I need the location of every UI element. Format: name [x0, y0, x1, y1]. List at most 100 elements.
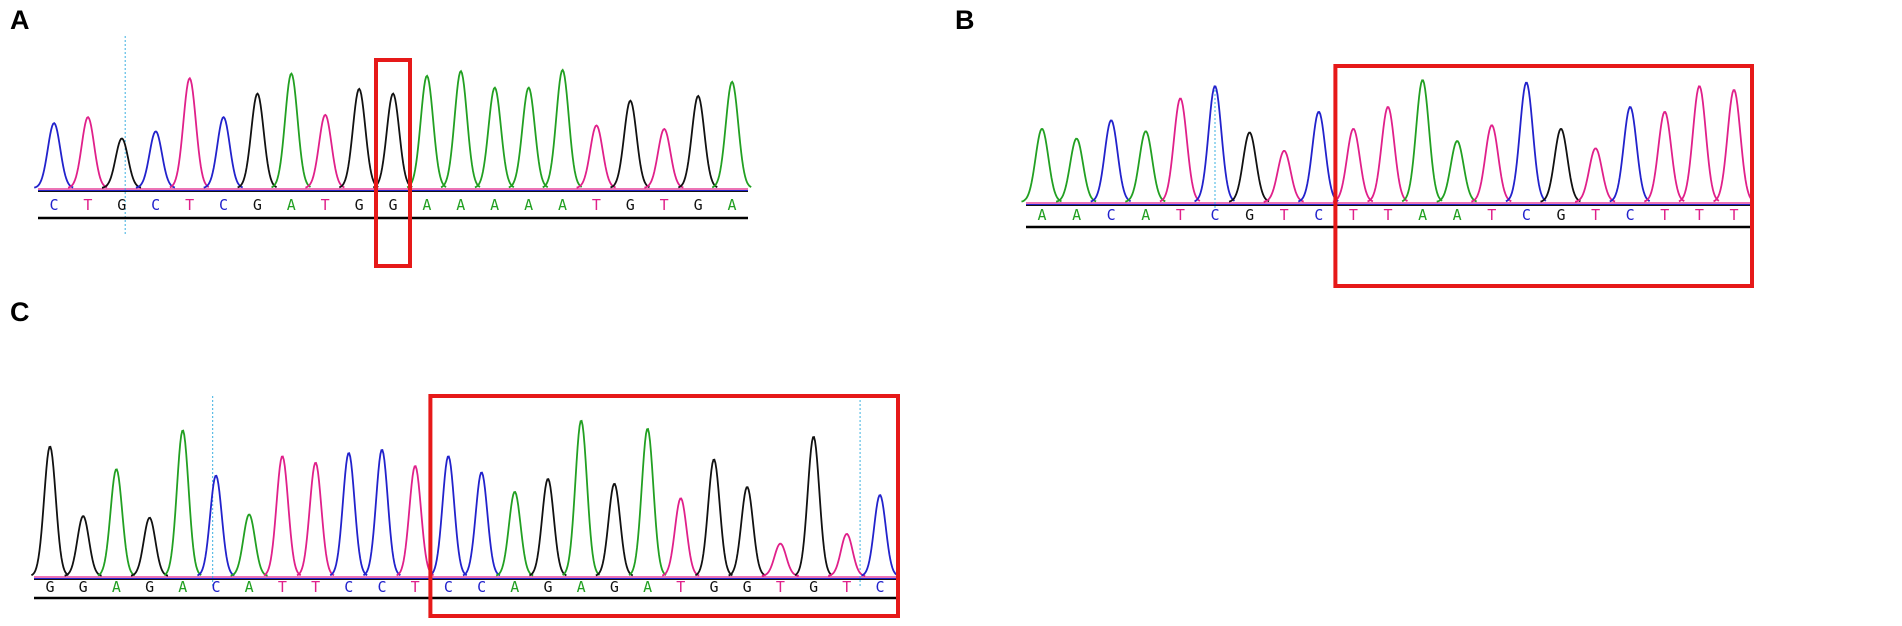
base-call-label: T: [321, 196, 330, 214]
base-call-label: A: [510, 578, 519, 596]
base-call-label: T: [660, 196, 669, 214]
peak-t: [296, 461, 335, 577]
base-call-label: C: [1107, 206, 1116, 224]
peak-g: [1540, 128, 1581, 203]
peak-t: [828, 533, 866, 577]
peak-t: [67, 116, 108, 189]
peak-g: [130, 516, 169, 577]
peak-c: [861, 494, 899, 577]
base-call-label: G: [809, 578, 818, 596]
peak-a: [1436, 140, 1477, 203]
base-call-label: C: [151, 196, 160, 214]
base-call-label: T: [1176, 206, 1185, 224]
peak-t: [1367, 106, 1408, 203]
peak-g: [595, 482, 634, 577]
base-call-label: G: [79, 578, 88, 596]
peak-g: [794, 436, 833, 576]
highlight-box: [428, 394, 900, 618]
base-call-label: C: [344, 578, 353, 596]
base-call-label: A: [524, 196, 533, 214]
peak-a: [440, 69, 481, 189]
base-call-label: G: [709, 578, 718, 596]
peak-a: [508, 86, 549, 189]
base-call-label: C: [1626, 206, 1635, 224]
peak-t: [1713, 89, 1754, 203]
base-call-label: T: [83, 196, 92, 214]
peak-c: [1609, 106, 1651, 203]
peak-c: [34, 121, 74, 189]
base-call-label: C: [1522, 206, 1531, 224]
base-call-label: T: [1487, 206, 1496, 224]
panel-label-b: B: [955, 5, 975, 35]
base-call-label: A: [558, 196, 567, 214]
peak-t: [263, 455, 302, 577]
peak-t: [305, 113, 345, 189]
base-call-label: A: [490, 196, 499, 214]
peak-g: [64, 515, 102, 577]
base-call-label: A: [287, 196, 296, 214]
peak-t: [1332, 128, 1374, 203]
base-call-label: G: [253, 196, 262, 214]
peak-a: [711, 80, 752, 189]
base-call-label: A: [422, 196, 431, 214]
base-call-label: A: [643, 578, 652, 596]
base-call-label: A: [1072, 206, 1081, 224]
base-call-label: T: [1660, 206, 1669, 224]
peak-c: [429, 455, 468, 577]
peak-c: [197, 474, 235, 577]
peak-g: [1228, 131, 1270, 203]
base-call-label: G: [117, 196, 126, 214]
base-call-label: T: [1695, 206, 1704, 224]
peak-c: [462, 471, 501, 577]
base-call-label: C: [1210, 206, 1219, 224]
base-call-label: A: [456, 196, 465, 214]
base-call-label: A: [1037, 206, 1046, 224]
peak-t: [396, 465, 435, 577]
peak-g: [372, 92, 413, 189]
peak-a: [163, 429, 202, 576]
peak-c: [1194, 85, 1236, 203]
base-call-label: T: [411, 578, 420, 596]
base-call-label: G: [626, 196, 635, 214]
peak-t: [1678, 85, 1720, 203]
peak-a: [1401, 79, 1443, 203]
base-call-label: T: [592, 196, 601, 214]
peak-a: [1021, 128, 1062, 203]
peak-g: [728, 486, 766, 577]
peak-t: [576, 124, 616, 189]
peak-c: [329, 452, 368, 577]
base-call-label: G: [543, 578, 552, 596]
base-call-label: C: [211, 578, 220, 596]
base-call-label: T: [1729, 206, 1738, 224]
peak-c: [1297, 111, 1339, 203]
base-call-label: G: [388, 196, 397, 214]
peak-a: [628, 427, 667, 576]
peak-a: [542, 68, 583, 189]
base-call-label: C: [477, 578, 486, 596]
peak-a: [230, 513, 268, 577]
base-call-label: T: [278, 578, 287, 596]
peak-a: [271, 72, 311, 189]
base-call-label: T: [185, 196, 194, 214]
peak-a: [495, 490, 534, 577]
base-call-label: C: [875, 578, 884, 596]
base-call-label: A: [178, 578, 187, 596]
peak-a: [1055, 137, 1097, 203]
base-call-label: G: [45, 578, 54, 596]
peak-t: [644, 127, 684, 189]
base-call-label: A: [112, 578, 121, 596]
peak-a: [562, 419, 601, 576]
highlight-box: [1333, 64, 1754, 288]
peak-a: [97, 468, 136, 577]
base-call-label: T: [1280, 206, 1289, 224]
peak-g: [529, 478, 567, 577]
peak-g: [30, 445, 69, 577]
base-call-label: A: [245, 578, 254, 596]
base-call-label: T: [776, 578, 785, 596]
peak-t: [1643, 111, 1685, 203]
peak-c: [203, 116, 244, 189]
